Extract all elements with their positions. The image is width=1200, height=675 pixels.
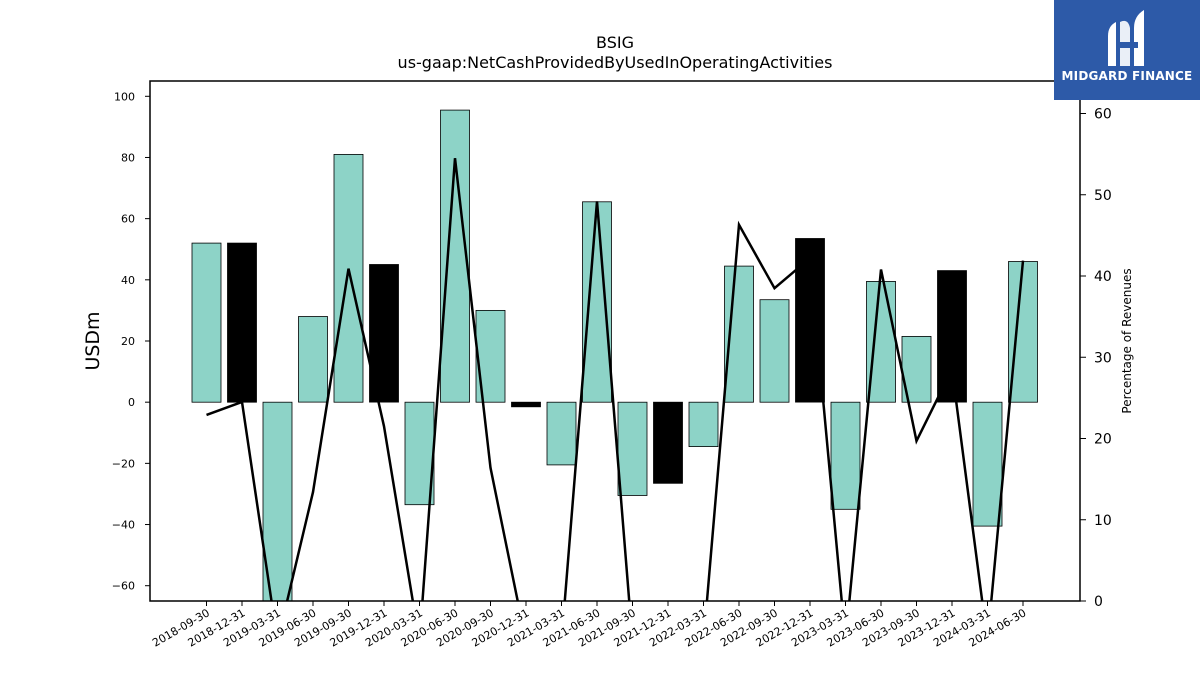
y-tick-label: −40 — [112, 519, 135, 532]
y-axis-label: USDm — [82, 311, 104, 370]
bar — [1008, 261, 1038, 403]
y2-axis-label: Percentage of Revenues — [1120, 268, 1134, 413]
y-tick-label: 80 — [121, 151, 135, 164]
chart-title: BSIG — [596, 33, 634, 52]
bar — [511, 401, 541, 408]
y2-tick-label: 40 — [1094, 269, 1112, 285]
y-tick-label: 40 — [121, 274, 135, 287]
y-tick-label: 100 — [114, 90, 135, 103]
chart-subtitle: us-gaap:NetCashProvidedByUsedInOperating… — [398, 53, 833, 72]
bar-series — [191, 109, 1038, 602]
y2-tick-label: 10 — [1094, 513, 1112, 529]
y-tick-label: 0 — [128, 396, 135, 409]
bar — [191, 242, 222, 403]
y2-tick-label: 50 — [1094, 188, 1112, 204]
bar — [688, 401, 719, 448]
y-tick-label: −20 — [112, 457, 135, 470]
bar — [404, 401, 435, 506]
midgard-logo-icon — [1108, 10, 1144, 66]
bar — [546, 401, 577, 466]
bar — [333, 153, 364, 403]
brand-name: MIDGARD FINANCE — [1061, 69, 1193, 83]
bar — [227, 242, 257, 403]
bar — [724, 265, 754, 403]
bar — [759, 299, 790, 403]
bar — [937, 270, 967, 403]
y-tick-label: −60 — [112, 580, 135, 593]
bar — [617, 401, 648, 496]
percentage-line — [206, 158, 1025, 601]
y2-tick-label: 60 — [1094, 107, 1112, 123]
brand-logo: MIDGARD FINANCE — [1054, 0, 1200, 100]
bar — [972, 401, 1003, 527]
bar — [582, 201, 612, 403]
y2-tick-label: 30 — [1094, 350, 1112, 366]
bar — [830, 401, 861, 510]
line-series — [206, 158, 1025, 601]
bar — [298, 316, 328, 403]
bar — [653, 401, 683, 484]
y2-tick-label: 0 — [1094, 594, 1103, 610]
y-tick-label: 20 — [121, 335, 135, 348]
y2-tick-label: 20 — [1094, 432, 1112, 448]
y-tick-label: 60 — [121, 213, 135, 226]
